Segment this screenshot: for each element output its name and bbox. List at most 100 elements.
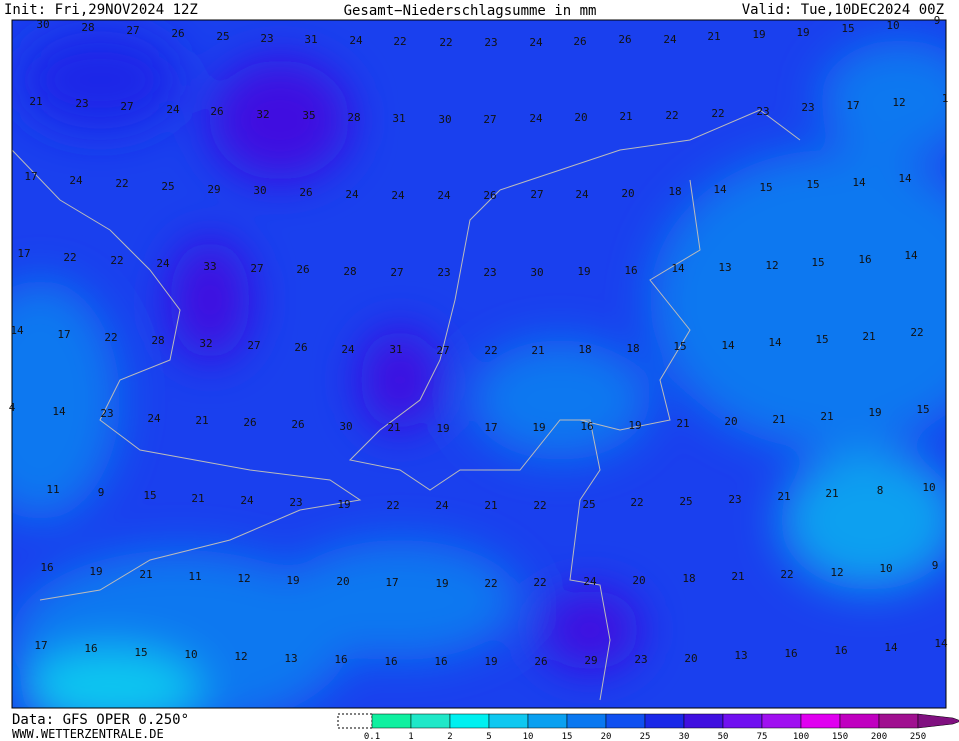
precip-value: 19 [484,655,497,668]
precip-value: 20 [336,575,349,588]
precip-value: 35 [302,109,315,122]
precip-value: 27 [483,113,496,126]
precip-value: 14 [884,641,898,654]
precip-value: 24 [69,174,83,187]
precip-value: 27 [390,266,403,279]
precip-value: 18 [682,572,695,585]
precip-value: 19 [436,422,449,435]
map-frame [11,19,947,709]
precip-value: 13 [718,261,731,274]
precip-value: 24 [391,189,405,202]
precip-value: 10 [184,648,197,661]
precip-value: 31 [392,112,405,125]
precip-value: 21 [139,568,152,581]
precip-value: 23 [437,266,450,279]
precip-value: 24 [529,112,543,125]
precip-value: 22 [484,577,497,590]
valid-time: Valid: Tue,10DEC2024 00Z [742,2,944,18]
precip-value: 27 [250,262,263,275]
precip-value: 15 [811,256,824,269]
precip-value: 26 [483,189,496,202]
precip-value: 23 [75,97,88,110]
precip-value: 19 [796,26,809,39]
precip-value: 24 [435,499,449,512]
precip-value: 24 [529,36,543,49]
precip-value: 26 [171,27,184,40]
precip-value: 27 [247,339,260,352]
precip-value: 11 [188,570,201,583]
precip-value: 27 [126,24,139,37]
precip-value: 14 [52,405,66,418]
precip-value: 19 [532,421,545,434]
precip-value: 26 [573,35,586,48]
precip-value: 23 [260,32,273,45]
precip-value: 29 [584,654,597,667]
precip-value: 18 [668,185,681,198]
legend-swatch [839,713,880,729]
legend-tick: 2 [447,732,452,741]
legend-swatch [644,713,685,729]
map-title: Gesamt−Niederschlagsumme in mm [344,3,597,19]
precip-value: 23 [484,36,497,49]
precip-value: 14 [768,336,782,349]
legend-tick: 15 [562,732,573,741]
precip-value: 11 [46,483,59,496]
precip-value: 26 [534,655,547,668]
precip-value: 21 [772,413,785,426]
precip-value: 8 [877,484,884,497]
precip-value: 26 [296,263,309,276]
precip-value: 23 [756,105,769,118]
precip-value: 26 [618,33,631,46]
precip-value: 17 [846,99,859,112]
precip-value: 1 [942,92,949,105]
precip-value: 19 [628,419,641,432]
precip-value: 28 [81,21,94,34]
precip-value: 21 [862,330,875,343]
legend-arrow [917,713,959,729]
precip-value: 15 [759,181,772,194]
precip-value: 24 [341,343,355,356]
legend-tick: 250 [910,732,926,741]
precip-value: 24 [345,188,359,201]
precip-value: 26 [294,341,307,354]
precip-value: 10 [879,562,892,575]
precip-value: 24 [349,34,363,47]
precip-value: 17 [484,421,497,434]
precip-value: 14 [10,324,24,337]
legend-tick: 25 [640,732,651,741]
precip-value: 16 [580,420,593,433]
precip-value: 15 [815,333,828,346]
precip-value: 16 [624,264,637,277]
precip-value: 13 [734,649,747,662]
precip-value: 24 [575,188,589,201]
precip-value: 13 [284,652,297,665]
precip-value: 24 [156,257,170,270]
precip-value: 16 [784,647,797,660]
precip-value: 19 [752,28,765,41]
legend-swatch [722,713,763,729]
legend-tick: 10 [523,732,534,741]
legend: 0.1 1 2 5 10 15 20 25 30 50 75 100 150 200 250 [337,713,959,741]
legend-swatch [800,713,841,729]
legend-swatch [683,713,724,729]
precip-value: 17 [24,170,37,183]
precip-value: 23 [483,266,496,279]
precip-value: 24 [663,33,677,46]
precip-value: 23 [728,493,741,506]
precip-value: 30 [438,113,451,126]
precip-value: 21 [619,110,632,123]
precip-value: 20 [632,574,645,587]
map [12,20,946,708]
precip-value: 22 [386,499,399,512]
precip-value: 17 [17,247,30,260]
legend-swatch [761,713,802,729]
precip-value: 15 [143,489,156,502]
precip-value: 21 [707,30,720,43]
data-source: Data: GFS OPER 0.250° [12,712,189,728]
precip-value: 21 [820,410,833,423]
precip-value: 33 [203,260,216,273]
legend-swatch [449,713,490,729]
precip-value: 12 [830,566,843,579]
precip-value: 21 [387,421,400,434]
precip-value: 20 [574,111,587,124]
